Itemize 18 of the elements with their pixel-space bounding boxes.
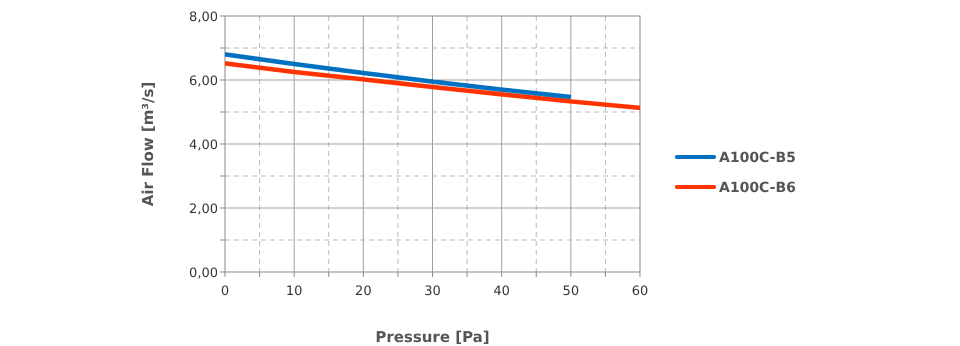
y-tick-label: 8,00 [189, 10, 218, 25]
y-axis-title: Air Flow [m³/s] [139, 82, 157, 206]
legend-label: A100C-B5 [719, 150, 796, 166]
y-tick-label: 6,00 [189, 74, 218, 89]
x-tick-label: 40 [493, 284, 510, 299]
x-tick-label: 50 [562, 284, 580, 299]
y-tick-label: 4,00 [189, 138, 218, 153]
x-tick-label: 60 [632, 284, 648, 299]
x-tick-label: 10 [286, 284, 302, 299]
line-series [222, 52, 574, 100]
legend-label: A100C-B6 [719, 180, 796, 196]
x-tick-label: 30 [424, 284, 441, 299]
y-tick-label: 0,00 [189, 266, 218, 281]
y-tick-label: 2,00 [189, 202, 218, 217]
x-tick-label: 0 [220, 284, 230, 299]
x-axis-title: Pressure [Pa] [375, 328, 490, 346]
x-tick-label: 20 [355, 284, 372, 299]
line-series [222, 61, 642, 110]
